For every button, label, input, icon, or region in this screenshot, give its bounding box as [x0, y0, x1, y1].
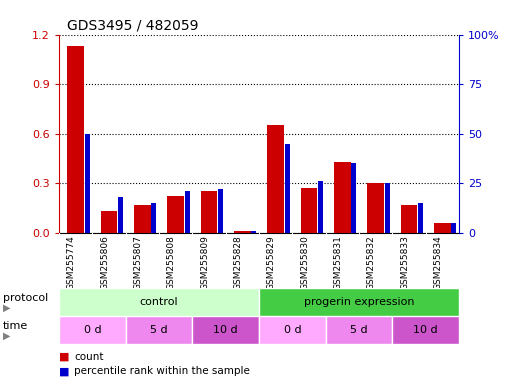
Bar	[351, 163, 357, 233]
Text: ▶: ▶	[3, 330, 10, 340]
Bar	[334, 162, 351, 233]
Text: progerin expression: progerin expression	[304, 297, 415, 307]
Bar	[134, 205, 151, 233]
Text: GSM255832: GSM255832	[367, 235, 376, 290]
Text: GSM255774: GSM255774	[67, 235, 76, 290]
Bar	[118, 197, 123, 233]
Bar	[434, 223, 451, 233]
Bar	[318, 181, 323, 233]
Text: GSM255809: GSM255809	[200, 235, 209, 290]
Bar	[218, 189, 223, 233]
Bar	[401, 205, 418, 233]
Text: 10 d: 10 d	[213, 325, 238, 335]
Text: GSM255807: GSM255807	[133, 235, 143, 290]
Text: 0 d: 0 d	[284, 325, 301, 335]
Bar	[192, 316, 259, 344]
Bar	[101, 211, 117, 233]
Bar	[267, 126, 284, 233]
Bar	[418, 203, 423, 233]
Text: 5 d: 5 d	[150, 325, 168, 335]
Text: GSM255828: GSM255828	[233, 235, 242, 290]
Bar	[126, 316, 192, 344]
Text: GSM255831: GSM255831	[333, 235, 343, 290]
Text: time: time	[3, 321, 28, 331]
Text: GSM255830: GSM255830	[300, 235, 309, 290]
Text: 5 d: 5 d	[350, 325, 368, 335]
Bar	[285, 144, 290, 233]
Bar	[392, 316, 459, 344]
Bar	[59, 316, 126, 344]
Bar	[259, 316, 326, 344]
Bar	[67, 46, 84, 233]
Text: 0 d: 0 d	[84, 325, 101, 335]
Bar	[234, 231, 251, 233]
Text: GSM255829: GSM255829	[267, 235, 276, 290]
Text: control: control	[140, 297, 179, 307]
Bar	[326, 316, 392, 344]
Text: ■: ■	[59, 352, 69, 362]
Bar	[85, 134, 90, 233]
Text: GSM255834: GSM255834	[433, 235, 442, 290]
Text: GSM255808: GSM255808	[167, 235, 175, 290]
Bar	[251, 231, 256, 233]
Bar	[259, 288, 459, 316]
Text: percentile rank within the sample: percentile rank within the sample	[74, 366, 250, 376]
Bar	[385, 183, 390, 233]
Bar	[451, 223, 457, 233]
Text: count: count	[74, 352, 104, 362]
Bar	[167, 196, 184, 233]
Text: GDS3495 / 482059: GDS3495 / 482059	[67, 18, 199, 32]
Bar	[201, 192, 218, 233]
Bar	[185, 191, 190, 233]
Text: ▶: ▶	[3, 303, 10, 313]
Text: ■: ■	[59, 366, 69, 376]
Bar	[301, 188, 318, 233]
Text: 10 d: 10 d	[413, 325, 438, 335]
Bar	[367, 183, 384, 233]
Bar	[151, 203, 156, 233]
Text: GSM255833: GSM255833	[400, 235, 409, 290]
Bar	[59, 288, 259, 316]
Text: protocol: protocol	[3, 293, 48, 303]
Text: GSM255806: GSM255806	[100, 235, 109, 290]
